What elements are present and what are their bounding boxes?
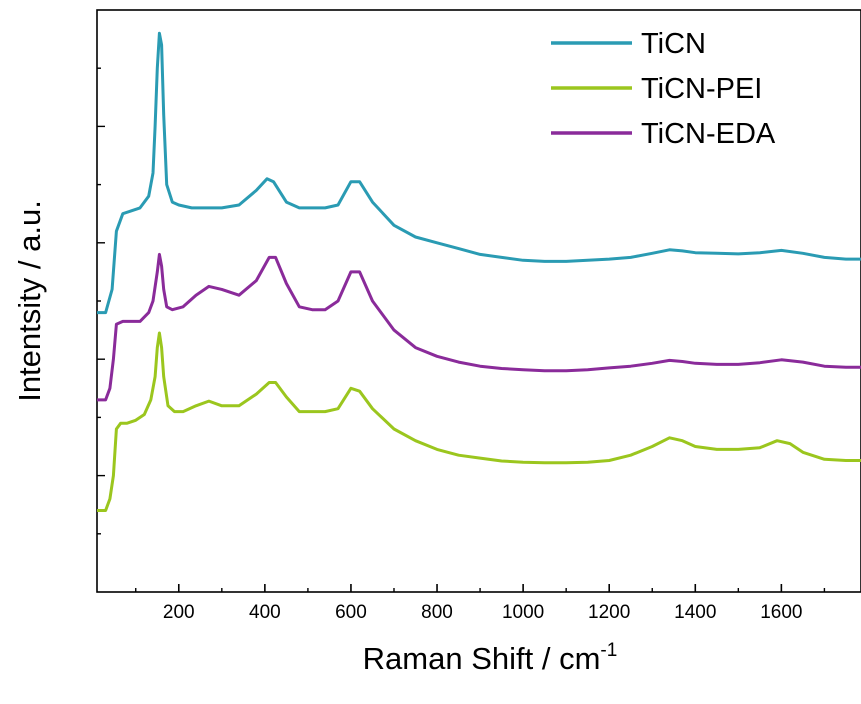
x-tick-label: 800 <box>421 602 453 623</box>
series-line-ticn-eda <box>97 252 861 402</box>
plot-area <box>96 9 861 593</box>
legend-label: TiCN-EDA <box>641 118 776 150</box>
x-tick-label: 1600 <box>760 602 802 623</box>
x-axis-title-text: Raman Shift / cm <box>363 641 601 676</box>
x-axis-title-superscript: -1 <box>600 640 617 661</box>
axis-ticks: 200 400 600 800 1000 1200 1400 1600 <box>97 67 826 623</box>
series-line-ticn <box>97 31 861 315</box>
legend: TiCN TiCN-PEI TiCN-EDA <box>551 28 776 150</box>
y-axis-title: Intentsity / a.u. <box>12 200 47 402</box>
x-tick-label: 1400 <box>674 602 716 623</box>
x-tick-label: 1200 <box>588 602 630 623</box>
x-tick-label: 400 <box>249 602 281 623</box>
x-tick-label: 1000 <box>502 602 544 623</box>
legend-label: TiCN-PEI <box>641 73 762 105</box>
series-lines <box>97 31 861 512</box>
series-line-ticn-pei <box>97 331 861 512</box>
x-tick-label: 200 <box>163 602 195 623</box>
x-tick-label: 600 <box>335 602 367 623</box>
legend-label: TiCN <box>641 28 706 60</box>
x-axis-title: Raman Shift / cm-1 <box>363 640 618 676</box>
